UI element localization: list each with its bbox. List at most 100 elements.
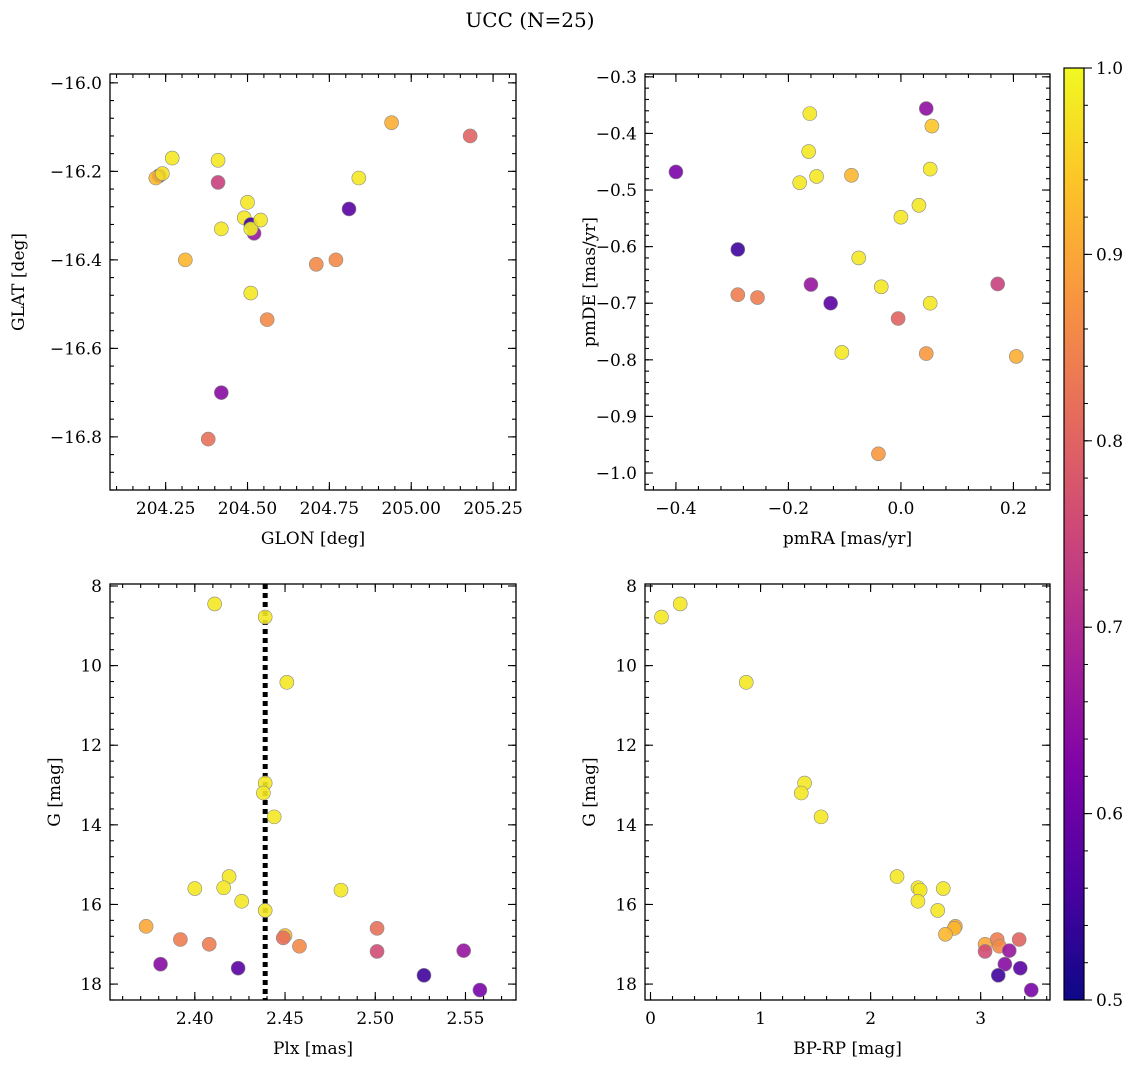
data-point (187, 881, 203, 896)
data-point (216, 880, 231, 896)
data-point (341, 201, 357, 217)
data-point (977, 944, 993, 959)
x-tick-label: 0.0 (887, 499, 914, 519)
y-tick-label: 16 (80, 895, 102, 915)
data-point (672, 596, 688, 612)
scatter-points (668, 101, 1024, 462)
data-point (173, 932, 188, 947)
data-point (813, 809, 829, 825)
data-point (210, 175, 226, 190)
y-tick-label: 10 (615, 657, 637, 677)
x-tick-label: 2 (865, 1009, 876, 1029)
data-point (873, 279, 889, 295)
panels: 204.25 204.50 204.75 205.00 205.25 −16.8 −16.6… (9, 68, 1051, 1059)
y-tick-label: −1.0 (596, 464, 637, 484)
y-tick-label: −16.0 (50, 74, 102, 94)
data-point (214, 221, 229, 237)
data-point (384, 115, 399, 130)
data-point (802, 106, 818, 121)
data-point (844, 168, 859, 183)
data-point (240, 195, 255, 210)
data-point (234, 893, 250, 909)
x-tick-label: 0 (645, 1009, 656, 1029)
data-point (910, 893, 926, 909)
data-point (911, 198, 927, 213)
data-point (164, 150, 180, 166)
x-tick-label: −0.2 (768, 499, 809, 519)
data-point (257, 903, 273, 918)
tick-marks (110, 584, 516, 1001)
data-point (328, 252, 344, 268)
y-tick-label: −0.8 (596, 351, 637, 371)
data-point (851, 250, 867, 266)
data-point (990, 276, 1005, 292)
data-point (243, 285, 259, 301)
x-axis-label: BP-RP [mag] (793, 1039, 902, 1059)
y-tick-label: −16.6 (50, 339, 102, 359)
y-tick-label: 12 (80, 736, 102, 756)
data-point (792, 175, 807, 190)
data-point (214, 385, 229, 400)
x-tick-label: 205.00 (381, 499, 440, 519)
data-point (155, 166, 170, 181)
y-axis-label: pmDE [mas/yr] (580, 217, 600, 347)
y-tick-label: −0.9 (596, 407, 637, 427)
scatter-points (148, 115, 478, 447)
x-tick-label: 204.25 (136, 499, 195, 519)
data-point (257, 609, 273, 625)
y-tick-label: 8 (626, 577, 637, 597)
axes-frame (644, 73, 1051, 491)
y-tick-label: 10 (80, 657, 102, 677)
x-axis-label: GLON [deg] (261, 529, 365, 549)
y-tick-label: −16.2 (50, 162, 102, 182)
data-point (153, 956, 168, 972)
x-axis-label: Plx [mas] (273, 1039, 353, 1059)
scatter-points (138, 596, 488, 998)
colorbar-tick-label: 1.0 (1096, 59, 1123, 79)
figure-title: UCC (N=25) (465, 8, 594, 32)
y-axis-label: G [mag] (45, 757, 65, 826)
data-point (935, 881, 951, 896)
x-axis-label: pmRA [mas/yr] (783, 529, 912, 549)
data-point (924, 118, 940, 134)
data-point (990, 968, 1006, 983)
data-point (793, 785, 809, 801)
data-point (938, 927, 953, 942)
y-tick-label: −0.6 (596, 238, 637, 258)
tick-marks (645, 584, 1050, 1001)
data-point (266, 809, 282, 825)
data-point (668, 164, 684, 180)
data-point (279, 675, 295, 690)
data-point (369, 944, 385, 959)
data-point (275, 930, 291, 946)
y-tick-label: 14 (80, 816, 102, 836)
data-point (893, 209, 909, 225)
data-point (889, 869, 905, 884)
colorbar-tick-label: 0.6 (1096, 805, 1123, 825)
data-point (256, 785, 271, 801)
data-point (416, 968, 432, 983)
data-point (200, 431, 216, 447)
colorbar-tick-label: 0.9 (1096, 245, 1123, 265)
y-tick-label: −16.8 (50, 428, 102, 448)
y-tick-label: −0.7 (596, 294, 637, 314)
data-point (201, 936, 217, 952)
x-tick-label: 1 (755, 1009, 766, 1029)
data-point (922, 161, 938, 177)
data-point (922, 295, 938, 311)
data-point (918, 346, 934, 361)
data-point (750, 290, 765, 305)
tick-marks (645, 74, 1050, 490)
data-point (456, 943, 471, 958)
data-point (997, 956, 1013, 972)
x-tick-label: 3 (975, 1009, 986, 1029)
y-tick-label: −0.3 (596, 68, 637, 88)
data-point (351, 170, 367, 186)
data-point (871, 446, 886, 462)
axes-frame (644, 583, 1051, 1001)
data-point (654, 609, 669, 625)
y-tick-label: 14 (615, 816, 637, 836)
data-point (1008, 349, 1024, 364)
data-point (809, 169, 824, 184)
panel-bottom-left: 2.40 2.45 2.50 2.55 8 10 12 14 16 18 Plx [mas] G [m… (45, 577, 517, 1059)
